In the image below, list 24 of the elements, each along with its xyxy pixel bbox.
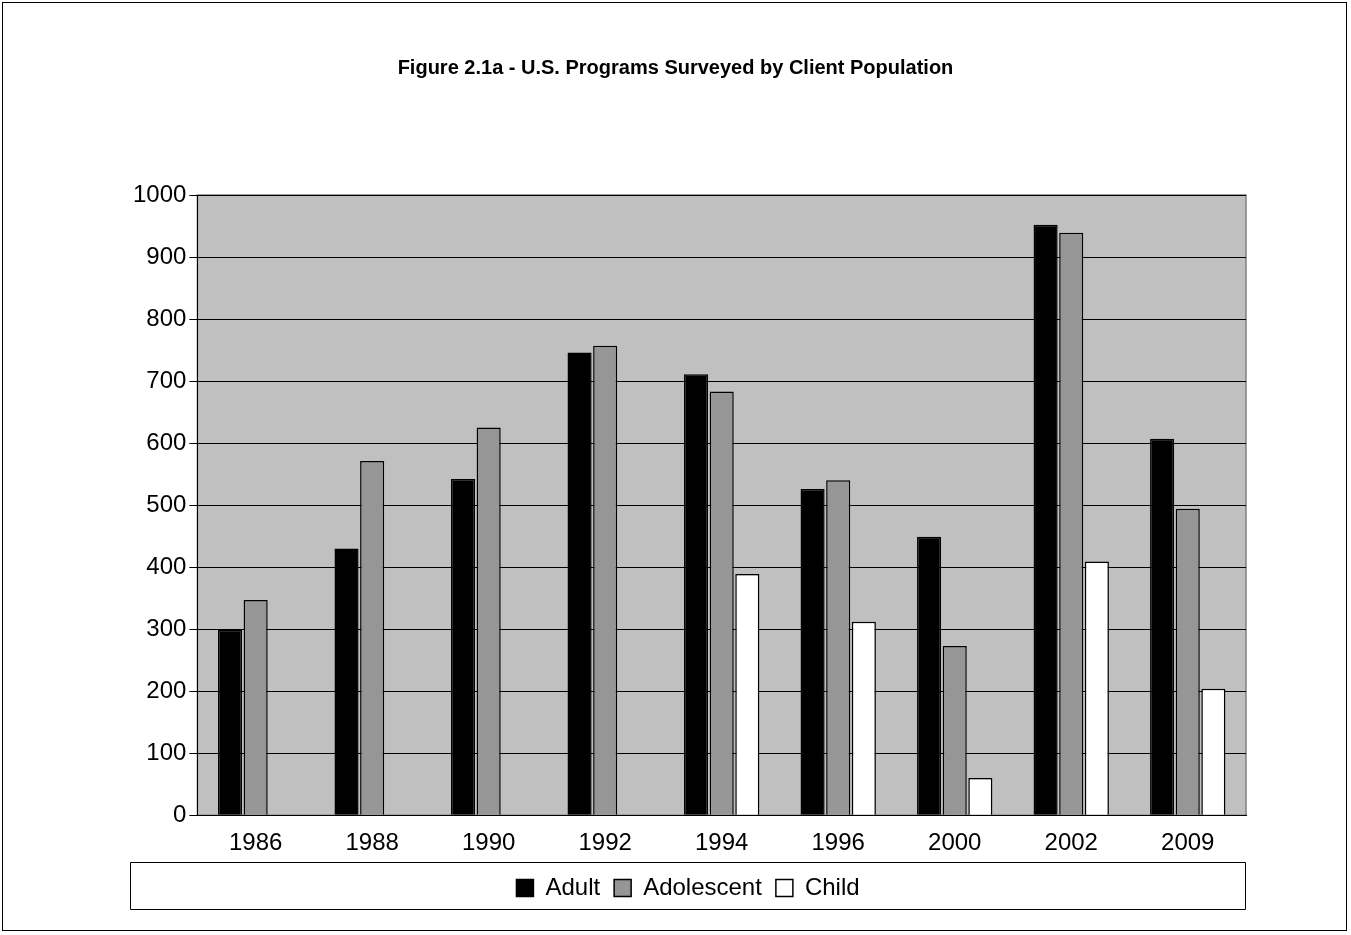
legend-label: Adolescent: [643, 872, 763, 900]
x-tick-label: 1994: [695, 828, 749, 856]
x-tick-label: 1992: [578, 828, 632, 856]
y-tick-label: 400: [146, 551, 187, 579]
y-tick-label: 800: [146, 303, 187, 331]
y-tick-label: 600: [146, 427, 187, 455]
y-tick-label: 100: [146, 737, 187, 765]
x-tick-label: 2000: [928, 828, 982, 856]
x-tick-label: 1986: [228, 828, 283, 856]
x-tick-label: 1988: [345, 828, 399, 856]
y-tick-label: 0: [173, 799, 187, 827]
x-tick-label: 2009: [1161, 828, 1215, 856]
y-tick-label: 300: [146, 613, 187, 641]
legend-label: Adult: [545, 872, 601, 900]
x-tick-label: 1996: [811, 828, 865, 856]
legend-label: Child: [804, 872, 860, 900]
y-tick-label: 200: [146, 675, 187, 703]
y-tick-label: 1000: [133, 179, 187, 207]
chart-title: Figure 2.1a - U.S. Programs Surveyed by Client Population: [396, 56, 955, 79]
y-tick-label: 900: [146, 241, 187, 269]
y-tick-label: 700: [146, 365, 187, 393]
x-tick-label: 2002: [1044, 828, 1098, 856]
x-tick-label: 1990: [461, 828, 516, 856]
y-tick-label: 500: [146, 489, 187, 517]
